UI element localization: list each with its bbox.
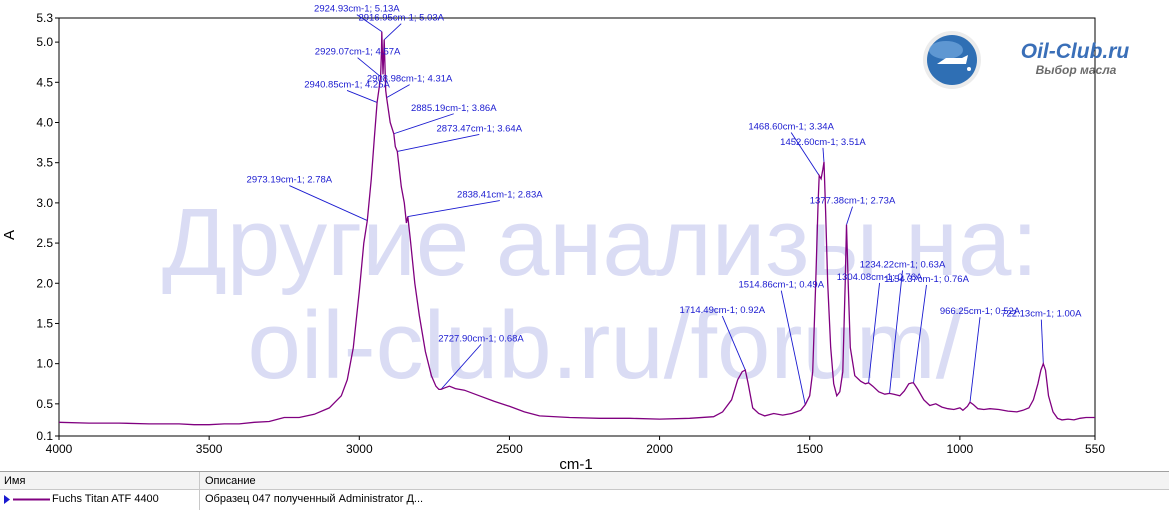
watermark-line-2: oil-club.ru/forum/ (248, 292, 963, 399)
peak-label: 2940.85cm-1; 4.25A (304, 79, 390, 90)
y-tick-label: 4.0 (36, 116, 53, 130)
peak-label: 2727.90cm-1; 0.68A (438, 333, 524, 344)
x-tick-label: 3500 (196, 442, 223, 456)
annotation-leader (357, 57, 381, 78)
y-axis-label: A (1, 230, 18, 240)
logo-subtitle: Выбор масла (1036, 63, 1117, 77)
peak-label: 2885.19cm-1; 3.86A (411, 103, 497, 114)
column-header-description[interactable]: Описание (205, 475, 256, 487)
y-tick-label: 5.3 (36, 11, 53, 25)
annotation-leader (407, 200, 500, 217)
axes: 0.1 0.5 1.0 1.5 2.0 2.5 3.0 3.5 4.0 4.5 5.0 5.3 4000… (36, 11, 1105, 456)
annotation-leader (440, 344, 482, 390)
annotation-leader (289, 185, 368, 221)
peak-label: 1234.22cm-1; 0.63A (860, 259, 946, 270)
y-tick-label: 0.5 (36, 397, 53, 411)
peak-label: 1377.38cm-1; 2.73A (810, 196, 896, 207)
legend-header: Имя Описание (0, 472, 1169, 490)
peak-label: 1452.60cm-1; 3.51A (780, 137, 866, 148)
x-tick-label: 2000 (646, 442, 673, 456)
x-tick-label: 3000 (346, 442, 373, 456)
annotation-leader (780, 290, 806, 405)
annotation-leader (790, 132, 820, 176)
annotation-leader (1040, 319, 1044, 364)
peak-label: 2973.19cm-1; 2.78A (247, 175, 333, 186)
x-tick-label: 4000 (46, 442, 73, 456)
peak-label: 2873.47cm-1; 3.64A (437, 123, 523, 134)
annotation-leaders (289, 14, 1044, 405)
annotation-leader (969, 317, 981, 403)
oil-drop-icon (967, 67, 971, 71)
y-tick-label: 1.5 (36, 316, 53, 330)
logo: Oil-Club.ru Выбор масла (923, 31, 1129, 89)
annotation-leader (913, 284, 927, 384)
y-tick-label: 5.0 (36, 35, 53, 49)
peak-label: 2916.95cm-1; 5.03A (358, 13, 444, 24)
row-pointer-icon (4, 495, 10, 504)
legend-table: Имя Описание Fuchs Titan ATF 4400 Образе… (0, 471, 1169, 510)
plot-frame (58, 17, 1096, 437)
peak-label: 2924.93cm-1; 5.13A (314, 4, 400, 15)
annotation-leader (356, 14, 383, 33)
y-tick-label: 3.5 (36, 156, 53, 170)
column-separator[interactable] (199, 472, 200, 510)
oil-can-icon (937, 55, 968, 64)
logo-gloss (929, 41, 963, 59)
legend-row[interactable]: Fuchs Titan ATF 4400 Образец 047 получен… (0, 490, 1169, 509)
legend-swatch (4, 495, 50, 504)
watermark: Другие анализы на: oil-club.ru/forum/ (162, 189, 1038, 399)
spectrum-chart: Другие анализы на: oil-club.ru/forum/ 0.… (1, 4, 1129, 471)
legend-row-name: Fuchs Titan ATF 4400 (52, 493, 159, 505)
peak-label: 2929.07cm-1; 4.57A (315, 47, 401, 58)
spectrum-line (58, 31, 1095, 426)
x-tick-label: 2500 (496, 442, 523, 456)
peak-label: 1468.60cm-1; 3.34A (748, 122, 834, 133)
legend-row-description: Образец 047 полученный Administrator Д..… (205, 493, 424, 505)
x-tick-label: 1500 (796, 442, 823, 456)
peak-label: 1514.86cm-1; 0.49A (738, 280, 824, 291)
annotation-leader (346, 89, 378, 103)
annotation-leader (846, 206, 853, 225)
logo-text: Oil-Club.ru (1021, 40, 1130, 63)
peak-label: 1304.08cm-1; 0.76A (837, 272, 923, 283)
annotation-leader (386, 84, 410, 98)
peak-label: 1154.37cm-1; 0.76A (884, 274, 970, 285)
annotation-leader (393, 113, 454, 135)
x-tick-label: 550 (1085, 442, 1105, 456)
column-header-name[interactable]: Имя (4, 475, 26, 487)
y-tick-label: 0.1 (36, 429, 53, 443)
watermark-line-1: Другие анализы на: (162, 189, 1038, 296)
x-axis-label: cm-1 (559, 456, 592, 471)
peak-label: 2838.41cm-1; 2.83A (457, 190, 543, 201)
y-tick-label: 3.0 (36, 196, 53, 210)
annotation-leader (383, 23, 402, 41)
annotation-leader (721, 315, 746, 371)
y-tick-label: 2.5 (36, 236, 53, 250)
y-tick-label: 1.0 (36, 357, 53, 371)
peak-label: 722.13cm-1; 1.00A (1001, 309, 1082, 320)
annotation-leader (889, 270, 903, 394)
x-tick-label: 1000 (947, 442, 974, 456)
annotation-leader (397, 133, 480, 152)
peak-label: 1714.49cm-1; 0.92A (680, 305, 766, 316)
annotation-leader (822, 147, 825, 162)
annotation-leader (868, 282, 881, 383)
y-tick-label: 4.5 (36, 75, 53, 89)
y-tick-label: 2.0 (36, 276, 53, 290)
peak-label: 966.25cm-1; 0.52A (940, 306, 1021, 317)
peak-label: 2908.98cm-1; 4.31A (367, 74, 453, 85)
